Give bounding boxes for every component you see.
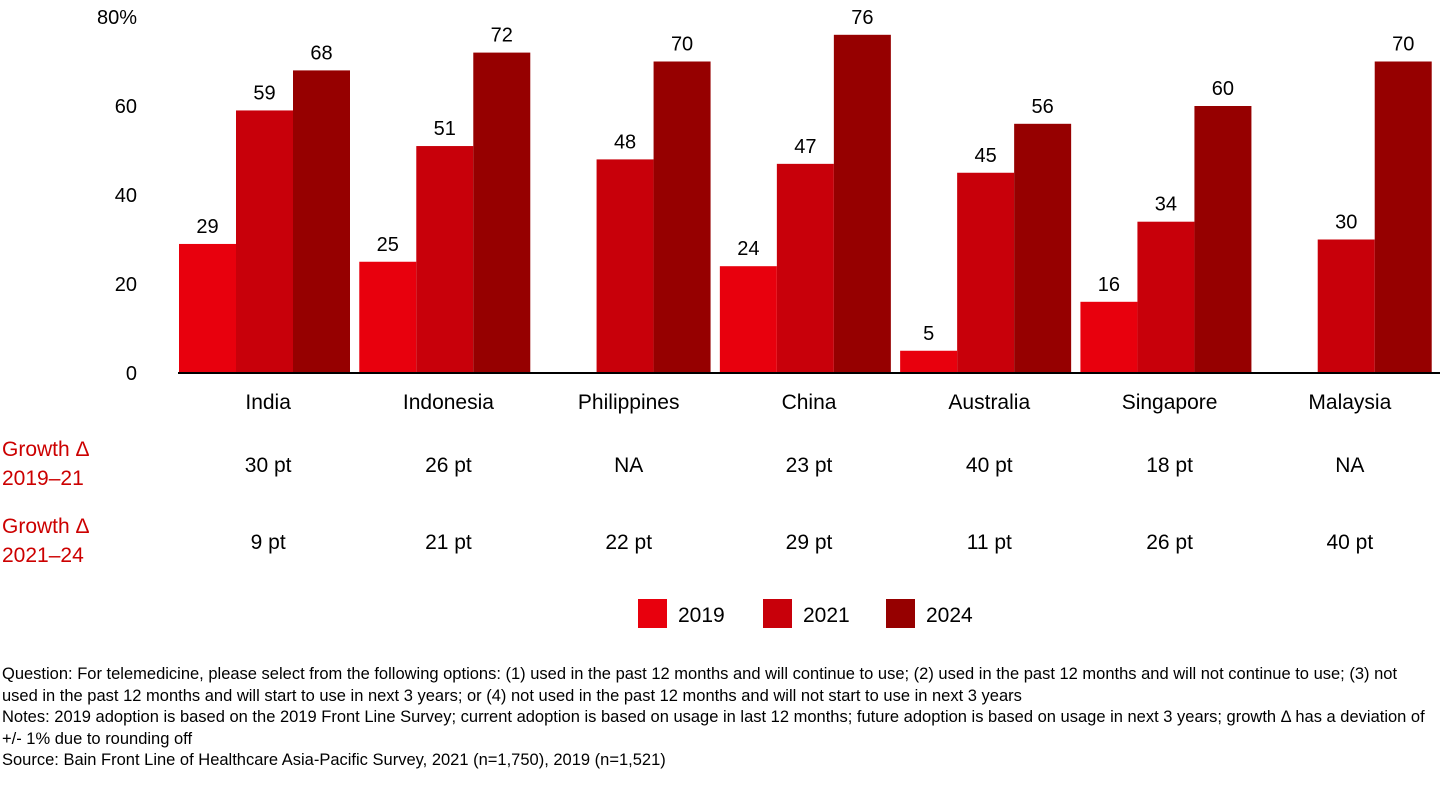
data-label-india-2019: 29: [196, 216, 218, 238]
growth-value-1-indonesia: 26 pt: [425, 454, 472, 477]
growth-value-1-india: 30 pt: [245, 454, 292, 477]
growth-value-2-singapore: 26 pt: [1146, 531, 1193, 554]
growth-value-1-singapore: 18 pt: [1146, 454, 1193, 477]
category-label-india: India: [245, 391, 291, 414]
bar-indonesia-2024: [473, 52, 531, 373]
bar-india-2024: [293, 70, 350, 374]
growth-row-label-2-line2: 2021–24: [2, 544, 84, 567]
category-label-china: China: [782, 391, 837, 414]
data-label-malaysia-2021: 30: [1335, 212, 1357, 234]
data-label-india-2024: 68: [310, 42, 332, 64]
y-tick-label-0: 0: [126, 363, 137, 385]
data-label-china-2021: 47: [794, 136, 816, 158]
bar-chart: 0 20 40 60 80% 29 59 68 25 51 72 48 70 24 47 76 5 45 56 16 3…: [2, 7, 1440, 628]
data-label-indonesia-2021: 51: [434, 118, 456, 140]
legend-label-2019: 2019: [678, 604, 725, 627]
data-label-china-2019: 24: [737, 238, 759, 260]
data-label-singapore-2024: 60: [1212, 78, 1234, 100]
category-label-indonesia: Indonesia: [403, 391, 494, 414]
data-label-china-2024: 76: [851, 7, 873, 29]
data-label-australia-2024: 56: [1032, 96, 1054, 118]
bar-malaysia-2024: [1374, 61, 1432, 373]
category-label-singapore: Singapore: [1122, 391, 1218, 414]
bar-singapore-2024: [1194, 106, 1252, 373]
source-note: Source: Bain Front Line of Healthcare As…: [2, 751, 666, 769]
growth-value-2-china: 29 pt: [786, 531, 833, 554]
growth-row-label-1-line2: 2019–21: [2, 467, 84, 490]
growth-value-2-indonesia: 21 pt: [425, 531, 472, 554]
y-tick-label-60: 60: [115, 96, 137, 118]
growth-value-2-malaysia: 40 pt: [1326, 531, 1373, 554]
category-label-malaysia: Malaysia: [1308, 391, 1391, 414]
growth-value-2-india: 9 pt: [251, 531, 286, 554]
bar-china-2024: [833, 34, 891, 374]
footnotes: Question: For telemedicine, please selec…: [2, 664, 1432, 772]
notes: Notes: 2019 adoption is based on the 201…: [2, 708, 1425, 748]
bar-philippines-2024: [653, 61, 711, 373]
data-label-indonesia-2024: 72: [491, 25, 513, 47]
growth-value-1-philippines: NA: [614, 454, 643, 477]
bar-china-2021: [776, 163, 834, 373]
legend-swatch-2021: [763, 599, 792, 628]
growth-value-1-china: 23 pt: [786, 454, 833, 477]
legend-label-2024: 2024: [926, 604, 973, 627]
growth-value-1-australia: 40 pt: [966, 454, 1013, 477]
bar-india-2019: [179, 243, 236, 373]
data-label-india-2021: 59: [253, 82, 275, 104]
data-label-philippines-2024: 70: [671, 34, 693, 56]
data-label-indonesia-2019: 25: [377, 234, 399, 256]
y-tick-label-80: 80%: [97, 7, 137, 29]
question-note: Question: For telemedicine, please selec…: [2, 665, 1398, 705]
category-label-philippines: Philippines: [578, 391, 680, 414]
data-label-singapore-2019: 16: [1098, 274, 1120, 296]
data-label-australia-2021: 45: [975, 145, 997, 167]
category-label-australia: Australia: [948, 391, 1030, 414]
growth-value-1-malaysia: NA: [1335, 454, 1364, 477]
bar-india-2021: [236, 110, 293, 373]
bar-australia-2021: [957, 172, 1015, 373]
growth-row-label-1-line1: Growth Δ: [2, 438, 90, 461]
bar-australia-2019: [900, 350, 958, 373]
bar-australia-2024: [1014, 123, 1072, 373]
y-tick-label-20: 20: [115, 274, 137, 296]
bar-singapore-2021: [1137, 221, 1195, 373]
data-label-australia-2019: 5: [923, 323, 934, 345]
bar-indonesia-2019: [359, 261, 417, 373]
growth-value-2-australia: 11 pt: [967, 531, 1012, 554]
legend-label-2021: 2021: [803, 604, 850, 627]
bar-singapore-2019: [1080, 301, 1138, 373]
growth-value-2-philippines: 22 pt: [605, 531, 652, 554]
legend-swatch-2024: [886, 599, 915, 628]
growth-row-label-2-line1: Growth Δ: [2, 515, 90, 538]
data-label-philippines-2021: 48: [614, 131, 636, 153]
data-label-singapore-2021: 34: [1155, 194, 1177, 216]
data-label-malaysia-2024: 70: [1392, 34, 1414, 56]
legend-swatch-2019: [638, 599, 667, 628]
bar-china-2019: [719, 266, 777, 373]
bar-philippines-2021: [596, 159, 654, 373]
y-tick-label-40: 40: [115, 185, 137, 207]
bar-malaysia-2021: [1317, 239, 1375, 373]
bar-indonesia-2021: [416, 146, 474, 373]
